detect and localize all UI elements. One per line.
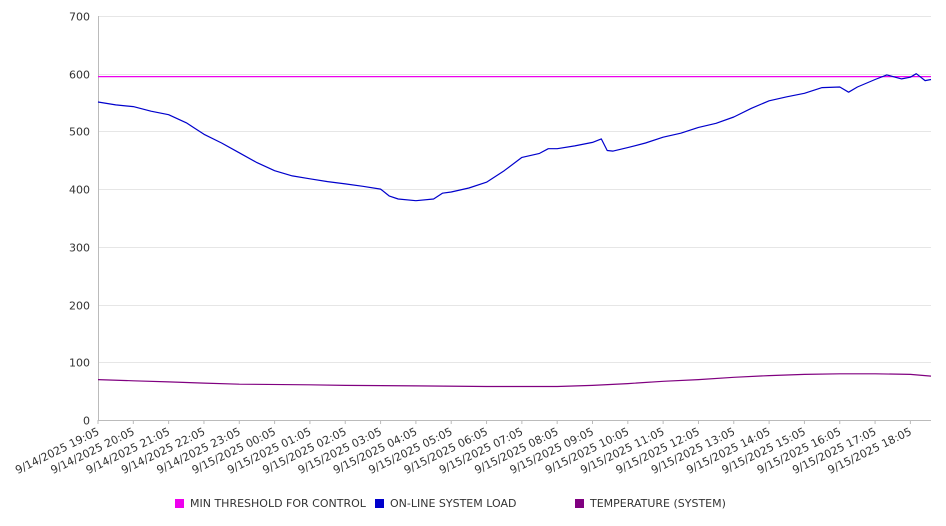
legend-swatch-min-threshold [175,499,184,508]
y-tick-label-0: 0 [83,415,90,428]
axes [98,16,931,421]
legend-item-temperature[interactable]: TEMPERATURE (SYSTEM) [575,497,726,510]
y-axis-ticks: 0 100 200 300 400 500 600 700 [69,11,90,428]
y-tick-label-100: 100 [69,357,90,370]
y-tick-label-700: 700 [69,11,90,24]
y-tick-label-400: 400 [69,184,90,197]
series-line-temperature [97,373,932,388]
legend-item-system-load[interactable]: ON-LINE SYSTEM LOAD [375,497,516,510]
legend-swatch-temperature [575,499,584,508]
legend-label-system-load: ON-LINE SYSTEM LOAD [390,497,517,510]
grid-lines [98,16,931,363]
y-tick-label-200: 200 [69,300,90,313]
series-line-system-load [97,73,932,202]
legend-label-temperature: TEMPERATURE (SYSTEM) [590,497,726,510]
legend-swatch-system-load [375,499,384,508]
series-lines [97,73,932,388]
x-axis-ticks: 9/14/2025 19:059/14/2025 20:059/14/2025 … [13,420,914,477]
legend-item-min-threshold[interactable]: MIN THRESHOLD FOR CONTROL [175,497,366,510]
y-tick-label-500: 500 [69,126,90,139]
y-tick-label-300: 300 [69,242,90,255]
y-tick-label-600: 600 [69,69,90,82]
legend: MIN THRESHOLD FOR CONTROL ON-LINE SYSTEM… [0,497,946,515]
legend-label-min-threshold: MIN THRESHOLD FOR CONTROL [190,497,366,510]
